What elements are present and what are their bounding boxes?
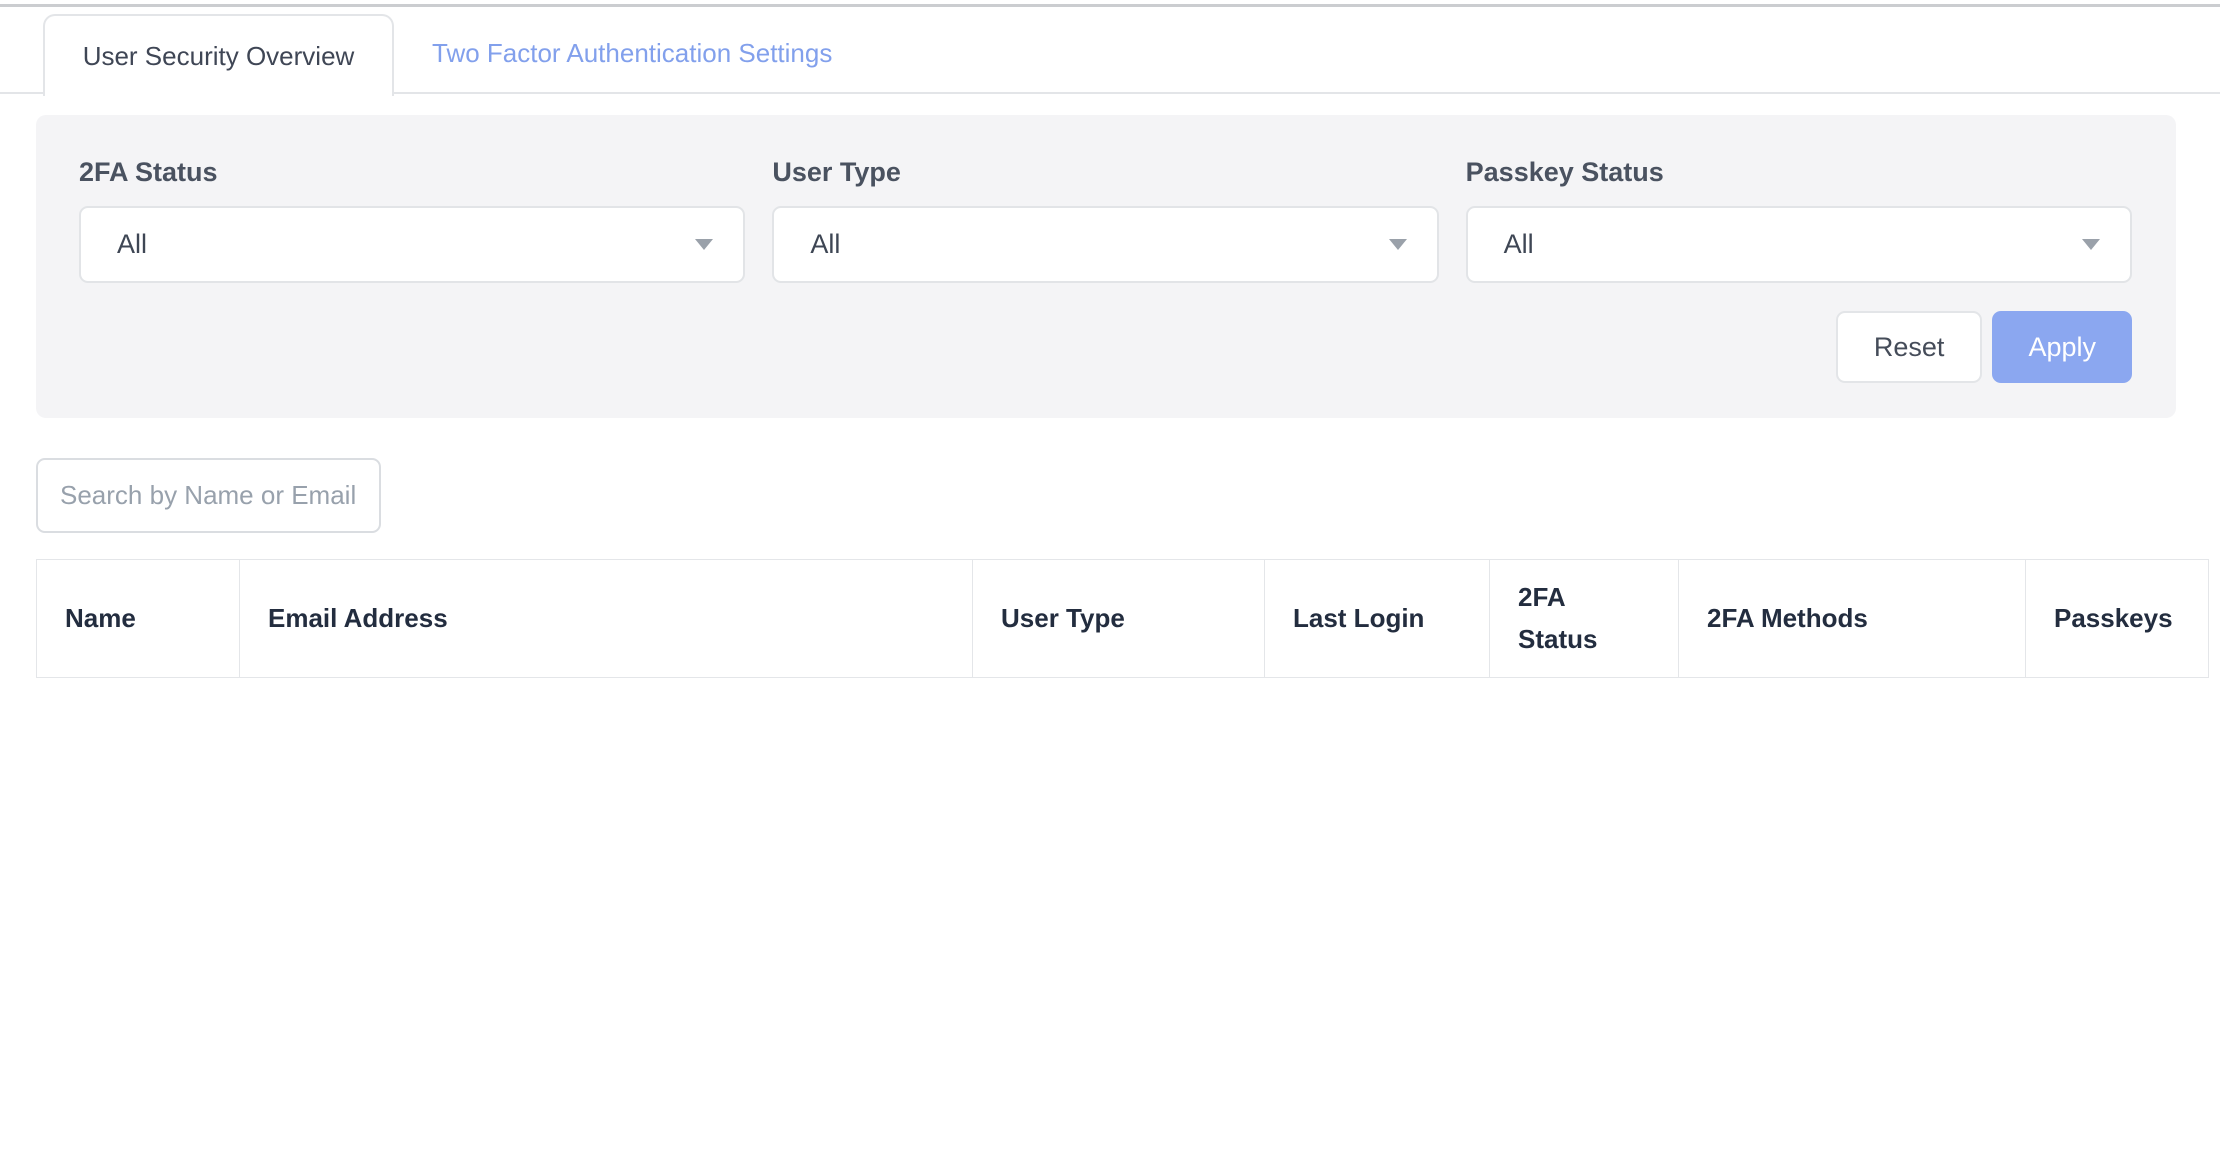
column-header-2fa-methods: 2FA Methods: [1678, 559, 2026, 678]
tab-bar: User Security Overview Two Factor Authen…: [0, 14, 2220, 96]
filter-group-2fa-status: 2FA Status All: [79, 157, 746, 283]
tab-label: Two Factor Authentication Settings: [432, 37, 833, 68]
select-value: All: [117, 229, 148, 259]
search-input[interactable]: [36, 458, 381, 533]
tab-two-factor-authentication-settings[interactable]: Two Factor Authentication Settings: [432, 14, 832, 92]
filter-actions: Reset Apply: [79, 311, 2132, 383]
chevron-down-icon: [2081, 239, 2100, 250]
reset-button[interactable]: Reset: [1835, 311, 1983, 383]
select-value: All: [810, 229, 841, 259]
chevron-down-icon: [1388, 239, 1407, 250]
filter-label: User Type: [772, 157, 901, 187]
tab-label: User Security Overview: [82, 40, 355, 71]
column-header-name: Name: [36, 559, 240, 678]
filter-label: Passkey Status: [1465, 157, 1664, 187]
column-header-passkeys: Passkeys: [2025, 559, 2209, 678]
passkey-status-select[interactable]: All: [1465, 206, 2132, 283]
2fa-status-select[interactable]: All: [79, 206, 746, 283]
tab-user-security-overview[interactable]: User Security Overview: [43, 14, 394, 96]
top-divider: [0, 4, 2220, 7]
filter-panel: 2FA Status All User Type All Passkey Sta…: [36, 115, 2176, 418]
column-header-last-login: Last Login: [1264, 559, 1490, 678]
select-value: All: [1503, 229, 1534, 259]
column-header-email: Email Address: [239, 559, 973, 678]
filter-group-user-type: User Type All: [772, 157, 1439, 283]
user-security-table: Name Email Address User Type Last Login …: [36, 559, 2209, 678]
filter-row: 2FA Status All User Type All Passkey Sta…: [79, 157, 2132, 283]
column-header-user-type: User Type: [972, 559, 1265, 678]
user-type-select[interactable]: All: [772, 206, 1439, 283]
apply-button[interactable]: Apply: [1992, 311, 2132, 383]
filter-label: 2FA Status: [79, 157, 218, 187]
column-header-2fa-status: 2FA Status: [1489, 559, 1679, 678]
table-header-row: Name Email Address User Type Last Login …: [36, 559, 2209, 678]
chevron-down-icon: [695, 239, 714, 250]
filter-group-passkey-status: Passkey Status All: [1465, 157, 2132, 283]
